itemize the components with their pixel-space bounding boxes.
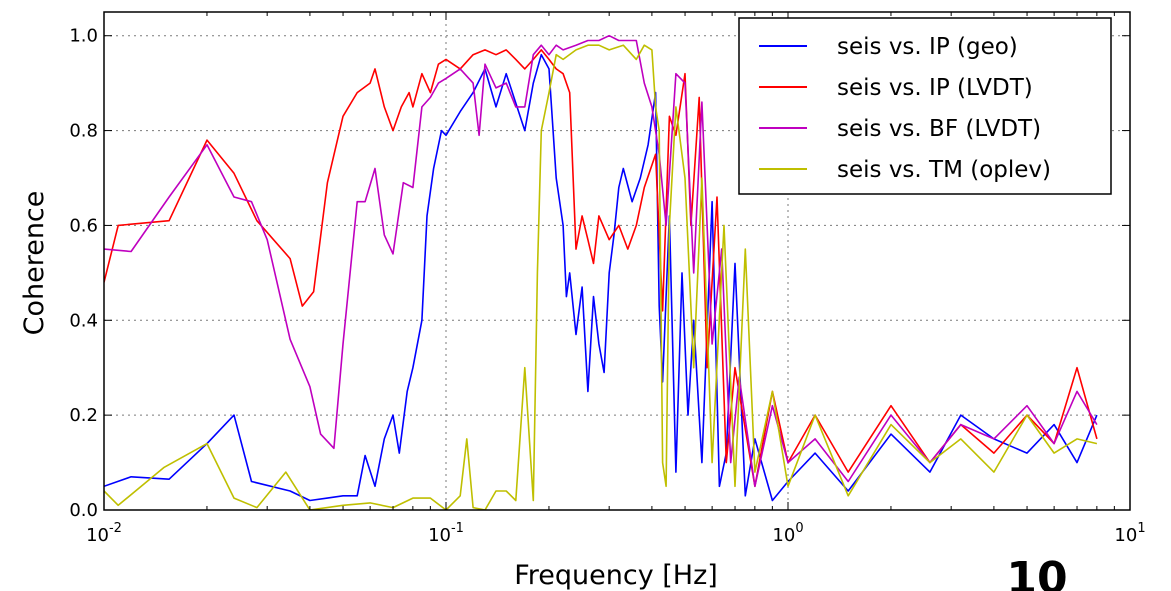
y-tick-label: 0.4 [69, 310, 98, 331]
series-line-3 [104, 34, 1098, 488]
y-axis-label: Coherence [19, 191, 50, 336]
axis-ticks: 10-2 10-1 100 101 0.0 0.2 0.4 0.6 0.8 1.0 [69, 12, 1146, 546]
y-tick-label: 0.2 [69, 405, 98, 426]
y-tick-label: 0.8 [69, 121, 98, 142]
plot-area-frame [103, 11, 1131, 511]
x-axis-label: Frequency [Hz] [514, 560, 718, 591]
legend: seis vs. IP (geo) seis vs. IP (LVDT) seis … [738, 17, 1112, 195]
x-tick-label: 10-1 [428, 521, 464, 546]
y-tick-label: 0.0 [69, 500, 98, 521]
legend-entry-label: seis vs. BF (LVDT) [837, 116, 1041, 142]
y-tick-label: 0.6 [69, 215, 98, 236]
legend-box [738, 17, 1112, 195]
x-tick-label: 101 [1114, 521, 1145, 546]
series-line-2 [104, 49, 1098, 488]
series-line-4 [104, 44, 1098, 510]
legend-entry-label: seis vs. IP (geo) [837, 34, 1018, 60]
series-lines [104, 34, 1098, 510]
series-line-1 [104, 53, 1098, 502]
y-tick-label: 1.0 [69, 26, 98, 47]
legend-entry-label: seis vs. IP (LVDT) [837, 75, 1033, 101]
x-tick-label: 10-2 [86, 521, 122, 546]
grid [104, 12, 1130, 510]
page-number: 10 [1006, 553, 1067, 591]
x-tick-label: 100 [772, 521, 803, 546]
legend-entry-label: seis vs. TM (oplev) [837, 157, 1051, 183]
